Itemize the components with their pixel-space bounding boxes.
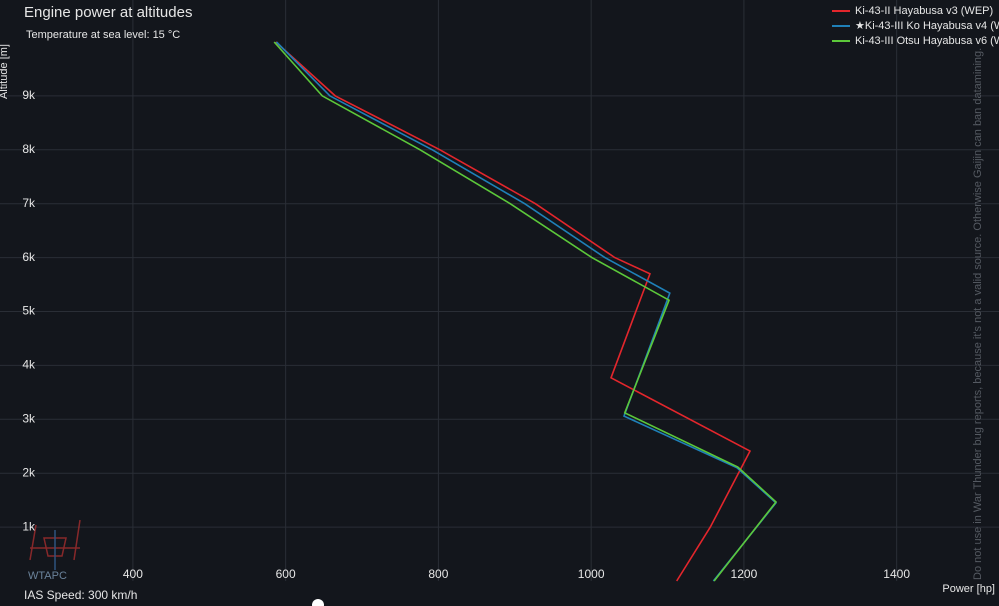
slider-handle[interactable] <box>312 599 324 606</box>
x-tick-label: 1200 <box>731 567 758 581</box>
series-line <box>273 41 778 582</box>
x-tick-label: 1000 <box>578 567 605 581</box>
y-tick-label: 3k <box>22 411 36 425</box>
y-tick-label: 6k <box>22 250 36 264</box>
y-tick-label: 8k <box>22 142 36 156</box>
legend-label: ★Ki-43-III Ko Hayabusa v4 (WEP) <box>855 20 999 32</box>
x-tick-label: 800 <box>428 567 448 581</box>
y-tick-label: 1k <box>22 519 36 533</box>
x-tick-label: 1400 <box>883 567 910 581</box>
footer: IAS Speed: 300 km/h <box>24 588 137 602</box>
grid <box>0 0 999 581</box>
x-tick-label: 400 <box>123 567 143 581</box>
legend-label: Ki-43-III Otsu Hayabusa v6 (WEP) <box>855 35 999 47</box>
x-tick-label: 600 <box>276 567 296 581</box>
chart-subtitle: Temperature at sea level: 15 °C <box>26 29 180 41</box>
y-axis-title: Altitude [m] <box>0 44 10 99</box>
y-tick-label: 9k <box>22 88 36 102</box>
x-axis-title: Power [hp] <box>942 583 995 595</box>
logo: WTAPC <box>28 519 81 582</box>
watermark: Do not use in War Thunder bug reports, b… <box>972 48 984 580</box>
legend-label: Ki-43-II Hayabusa v3 (WEP) <box>855 5 993 17</box>
y-tick-label: 5k <box>22 304 36 318</box>
series-line <box>275 41 778 582</box>
legend: Ki-43-II Hayabusa v3 (WEP) ★Ki-43-III Ko … <box>832 5 999 47</box>
chart-title: Engine power at altitudes <box>24 4 192 21</box>
y-tick-label: 4k <box>22 358 36 372</box>
y-tick-label: 7k <box>22 196 36 210</box>
lines <box>273 41 778 582</box>
series-line <box>275 41 752 582</box>
y-tick-label: 2k <box>22 465 36 479</box>
logo-text: WTAPC <box>28 570 67 582</box>
